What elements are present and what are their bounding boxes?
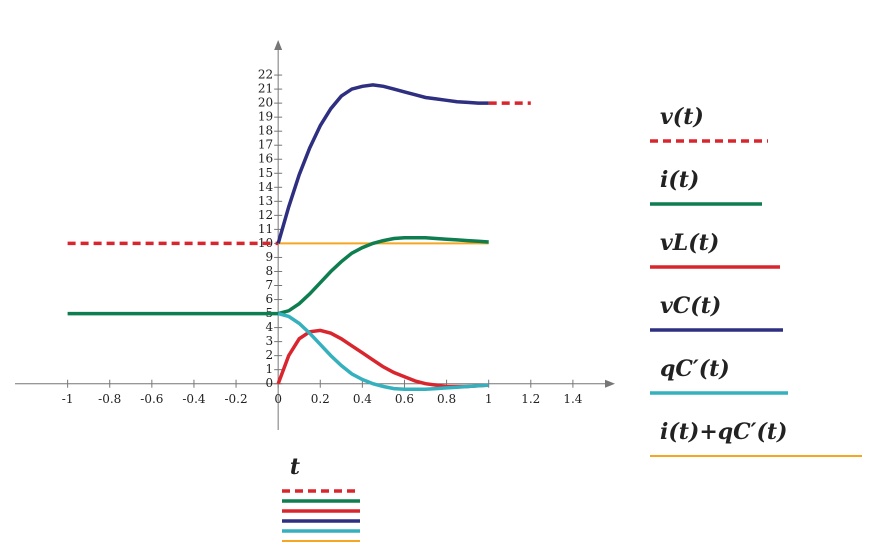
y-tick-label: 16 xyxy=(258,152,273,166)
x-tick-label: -1 xyxy=(62,392,74,406)
x-tick-label: 0.2 xyxy=(311,392,330,406)
x-tick-label: 1 xyxy=(485,392,493,406)
y-tick-label: 13 xyxy=(258,194,273,208)
legend-label: i(t) xyxy=(660,167,699,193)
legend-label: vC(t) xyxy=(660,293,721,319)
y-tick-label: 17 xyxy=(258,138,273,152)
y-tick-label: 14 xyxy=(258,180,274,194)
y-tick-label: 9 xyxy=(266,250,274,264)
y-tick-label: 1 xyxy=(266,362,274,376)
x-tick-label: -0.4 xyxy=(182,392,206,406)
series-line xyxy=(276,328,489,389)
y-tick-label: 11 xyxy=(258,222,273,236)
legend-label: v(t) xyxy=(660,104,704,130)
y-tick-label: 3 xyxy=(266,334,274,348)
legend-label: vL(t) xyxy=(660,230,719,256)
y-tick-label: 4 xyxy=(266,320,274,334)
y-tick-label: 6 xyxy=(266,292,274,306)
y-tick-label: 20 xyxy=(258,96,273,110)
x-tick-label: -0.8 xyxy=(98,392,121,406)
x-tick-label: 0.4 xyxy=(353,392,372,406)
y-tick-label: 7 xyxy=(266,278,274,292)
x-tick-label: 1.4 xyxy=(563,392,582,406)
y-tick-label: 8 xyxy=(266,264,274,278)
x-tick-label: -0.2 xyxy=(224,392,247,406)
x-tick-label: 0.8 xyxy=(437,392,456,406)
y-tick-label: 22 xyxy=(258,68,273,82)
x-axis-arrow xyxy=(605,379,615,388)
y-axis-arrow xyxy=(274,40,283,50)
x-tick-label: 1.2 xyxy=(521,392,540,406)
legend-label: qC′(t) xyxy=(660,356,730,382)
y-tick-label: 21 xyxy=(258,82,273,96)
y-tick-label: 19 xyxy=(258,110,273,124)
y-tick-label: 15 xyxy=(258,166,273,180)
series-line xyxy=(67,236,489,316)
series-line xyxy=(276,83,489,244)
y-tick-label: 18 xyxy=(258,124,273,138)
x-axis-label: t xyxy=(290,454,300,480)
series-line xyxy=(67,101,531,246)
x-tick-label: -0.6 xyxy=(140,392,163,406)
series-line xyxy=(277,311,489,392)
y-tick-label: 2 xyxy=(266,348,274,362)
y-tick-label: 12 xyxy=(258,208,273,222)
legend-label: i(t)+qC′(t) xyxy=(660,419,787,445)
y-tick-label: 0 xyxy=(266,376,274,390)
x-tick-label: 0 xyxy=(274,392,282,406)
x-tick-label: 0.6 xyxy=(395,392,414,406)
